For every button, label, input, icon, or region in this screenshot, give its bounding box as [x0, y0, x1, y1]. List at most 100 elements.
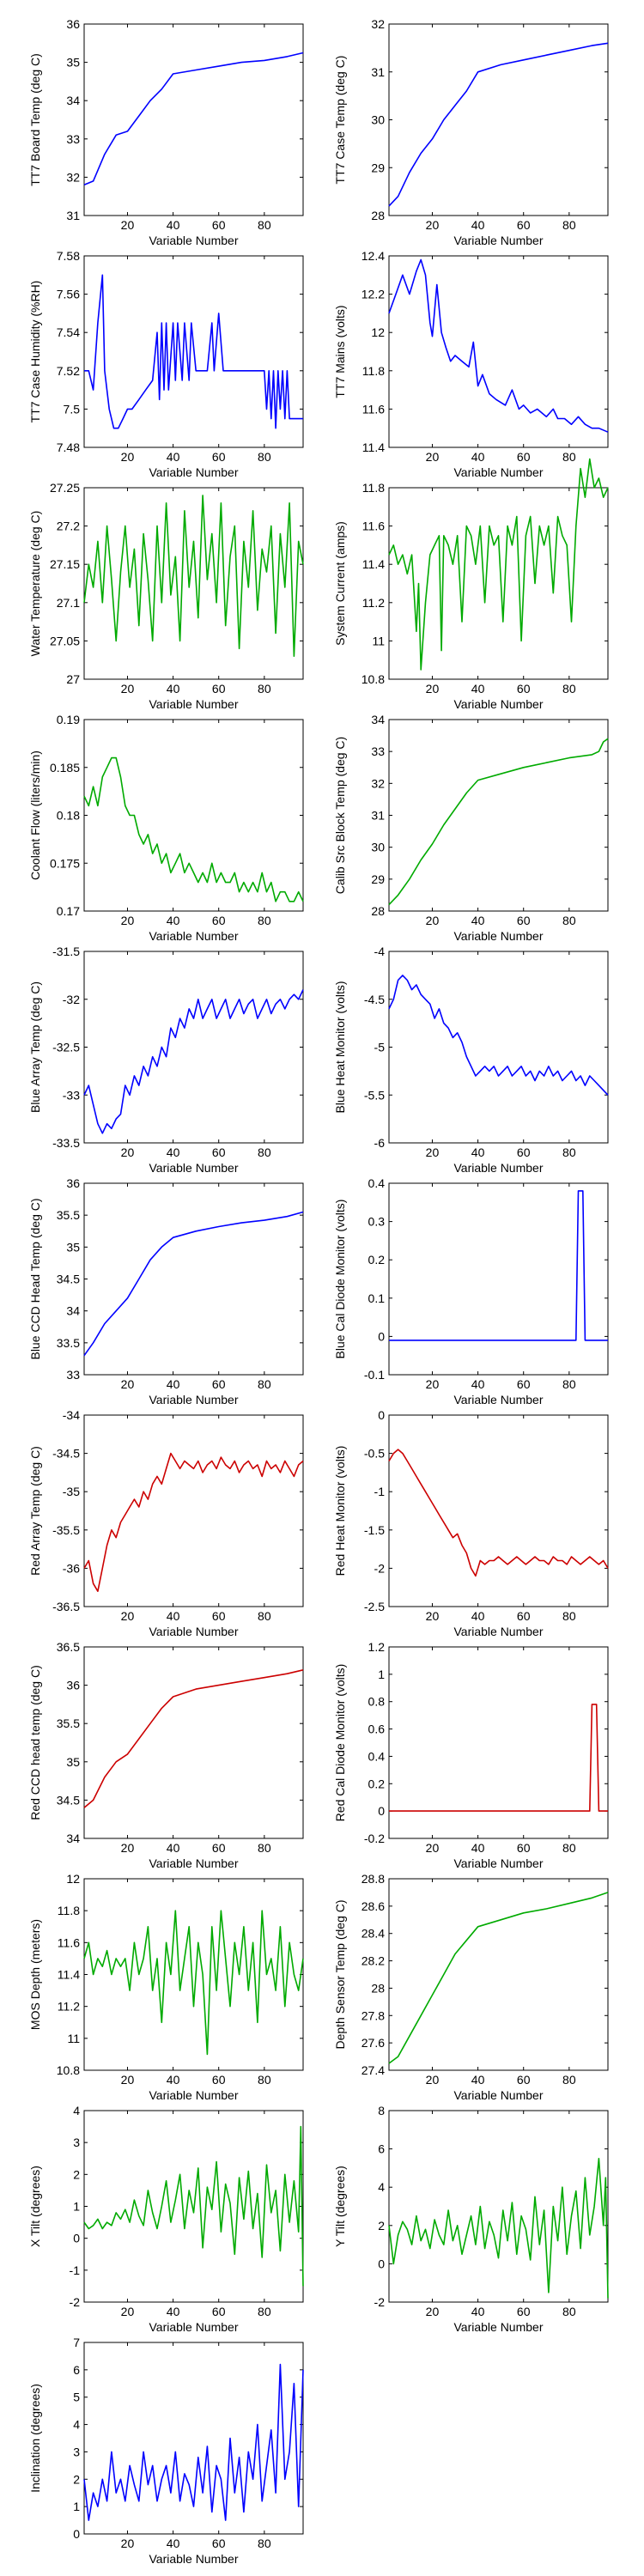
y-tick-label: 27.1: [57, 596, 80, 610]
y-axis-label: Red Array Temp (deg C): [28, 1446, 42, 1576]
y-tick-label: -2: [374, 2295, 386, 2309]
y-tick-label: 10.8: [57, 2063, 80, 2077]
x-axis-label: Variable Number: [453, 234, 543, 247]
y-tick-label: 27.8: [361, 2008, 385, 2022]
y-axis-label: X Tilt (degrees): [28, 2166, 42, 2247]
y-tick-label: 34.5: [57, 1793, 80, 1807]
y-tick-label: 12: [66, 1872, 80, 1886]
y-tick-label: 0.6: [368, 1722, 386, 1736]
x-tick-label: 20: [426, 1609, 440, 1623]
x-tick-label: 40: [471, 218, 485, 232]
plot-frame: [83, 255, 304, 448]
y-tick-label: 30: [371, 841, 385, 854]
y-tick-label: 0: [378, 2257, 385, 2270]
y-tick-label: 35: [66, 1755, 80, 1769]
x-tick-label: 20: [426, 914, 440, 927]
chart-panel-13: 20 40 60 80 -36.5 -36 -35.5 -35 -34.5 -34 Variable…: [28, 1408, 304, 1638]
y-tick-label: -0.1: [364, 1368, 385, 1382]
y-tick-label: -4: [374, 945, 386, 958]
x-tick-label: 80: [562, 1377, 576, 1391]
y-tick-label: 11.8: [58, 1904, 80, 1917]
series-line: [84, 274, 303, 429]
x-tick-label: 60: [517, 914, 531, 927]
y-tick-label: 6: [378, 2142, 385, 2156]
x-tick-label: 20: [121, 2537, 135, 2550]
y-axis-label: TT7 Case Humidity (%RH): [28, 281, 42, 423]
x-tick-label: 40: [471, 1377, 485, 1391]
y-tick-label: 0: [378, 1408, 385, 1422]
x-tick-label: 20: [121, 1841, 135, 1855]
x-axis-label: Variable Number: [453, 1161, 543, 1175]
y-tick-label: 7.48: [57, 440, 80, 454]
x-tick-label: 60: [517, 1841, 531, 1855]
y-tick-label: 27.05: [50, 634, 80, 647]
y-tick-label: 31: [371, 809, 385, 823]
y-tick-label: 31: [66, 209, 80, 222]
x-tick-label: 60: [517, 682, 531, 696]
series-line: [83, 1910, 304, 2056]
plot-frame: [83, 1414, 304, 1607]
x-tick-label: 40: [471, 682, 485, 696]
y-tick-label: 36: [66, 1176, 80, 1190]
x-axis-label: Variable Number: [149, 1625, 238, 1638]
y-axis-label: Red Heat Monitor (volts): [333, 1446, 347, 1577]
y-tick-label: 27.25: [50, 481, 80, 495]
y-tick-label: -4.5: [364, 993, 385, 1006]
y-tick-label: 33: [66, 132, 80, 146]
chart-panel-18: 20 40 60 80 27.4 27.6 27.8 28 28.2 28.4 28.6 28.8 Va…: [333, 1872, 609, 2102]
y-tick-label: 2: [73, 2472, 80, 2486]
y-tick-label: 11.6: [362, 519, 385, 533]
x-tick-label: 80: [562, 2305, 576, 2318]
series-line: [83, 2125, 304, 2287]
y-tick-label: 27.2: [57, 519, 80, 533]
plot-frame: [388, 2110, 609, 2303]
y-tick-label: 4: [378, 2180, 385, 2194]
y-tick-label: 32: [66, 170, 80, 184]
y-axis-label: Blue Array Temp (deg C): [28, 981, 42, 1113]
y-tick-label: -2: [374, 1561, 386, 1575]
chart-panel-20: 20 40 60 80 -2 0 2 4 6 8 Variable Number Y Tilt (de…: [333, 2104, 609, 2334]
series-line: [83, 52, 304, 186]
x-axis-label: Variable Number: [453, 465, 543, 479]
y-tick-label: 0: [73, 2527, 80, 2541]
y-tick-label: -32: [63, 993, 80, 1006]
y-axis-label: Inclination (degrees): [28, 2384, 42, 2493]
chart-panel-1: 20 40 60 80 31 32 33 34 35 36 Variable Number TT7 B…: [28, 17, 304, 247]
x-tick-label: 40: [167, 1609, 180, 1623]
y-axis-label: TT7 Case Temp (deg C): [333, 56, 347, 185]
plot-frame: [83, 951, 304, 1144]
y-tick-label: -1: [374, 1485, 386, 1498]
series-line: [388, 258, 609, 433]
x-tick-label: 40: [167, 1841, 180, 1855]
x-tick-label: 20: [121, 914, 135, 927]
x-tick-label: 20: [121, 1377, 135, 1391]
x-tick-label: 40: [471, 1609, 485, 1623]
chart-panel-12: 20 40 60 80 -0.1 0 0.1 0.2 0.3 0.4 Variable Number…: [333, 1176, 609, 1406]
x-tick-label: 80: [258, 1145, 271, 1159]
y-tick-label: 0.19: [57, 713, 80, 726]
y-tick-label: -1: [70, 2263, 81, 2277]
x-tick-label: 80: [562, 1609, 576, 1623]
y-tick-label: -33: [63, 1088, 80, 1102]
x-tick-label: 80: [562, 914, 576, 927]
x-tick-label: 80: [562, 682, 576, 696]
x-tick-label: 60: [517, 2073, 531, 2087]
x-tick-label: 60: [212, 2537, 226, 2550]
series-line: [83, 756, 304, 902]
y-tick-label: 11.4: [362, 557, 385, 571]
x-tick-label: 80: [258, 2305, 271, 2318]
x-tick-label: 20: [121, 2305, 135, 2318]
y-tick-label: -2.5: [364, 1600, 385, 1613]
y-tick-label: 33: [66, 1368, 80, 1382]
y-tick-label: 35.5: [57, 1716, 80, 1730]
y-tick-label: -1.5: [364, 1523, 385, 1537]
x-axis-label: Variable Number: [149, 1856, 238, 1870]
x-tick-label: 20: [121, 2073, 135, 2087]
x-tick-label: 20: [121, 218, 135, 232]
y-tick-label: 2: [378, 2219, 385, 2233]
x-tick-label: 80: [258, 914, 271, 927]
y-tick-label: 11.6: [58, 1935, 80, 1949]
y-axis-label: Calib Src Block Temp (deg C): [333, 737, 347, 894]
y-axis-label: Water Temperature (deg C): [28, 511, 42, 657]
